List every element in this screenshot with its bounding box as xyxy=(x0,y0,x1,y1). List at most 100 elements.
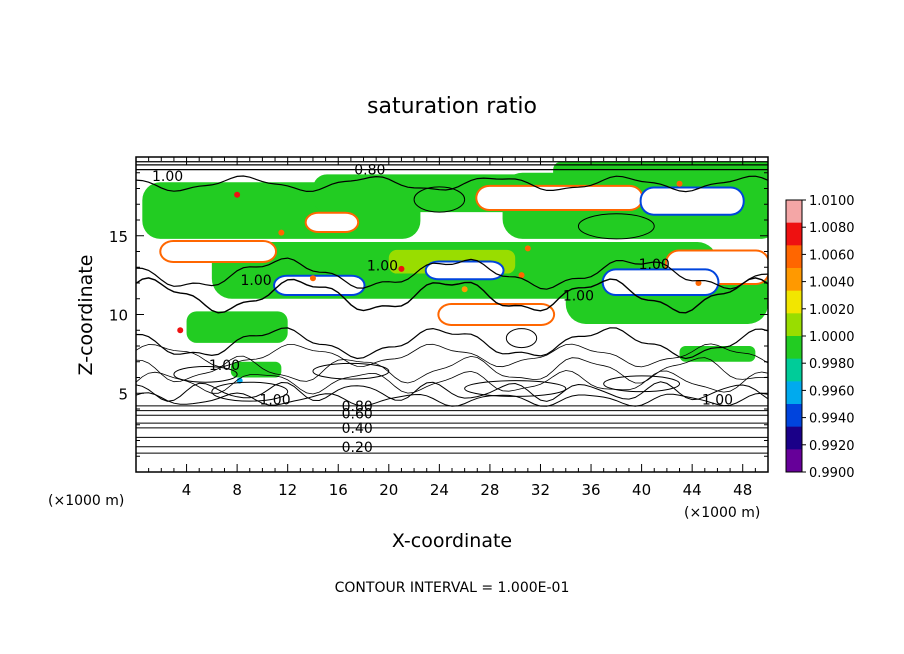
field-speck xyxy=(518,272,525,279)
x-tick-label: 16 xyxy=(329,481,348,499)
x-unit-label: (×1000 m) xyxy=(684,505,760,521)
colorbar-label: 0.9980 xyxy=(809,357,855,372)
contour-line xyxy=(136,327,768,360)
colorbar-label: 1.0000 xyxy=(809,330,855,345)
contour-loop xyxy=(211,381,289,402)
x-tick-label: 44 xyxy=(683,481,702,499)
saturation-fill xyxy=(142,161,768,384)
y-tick-label: 5 xyxy=(118,385,128,403)
contour-label: 1.00 xyxy=(367,259,398,275)
colorbar-swatch xyxy=(786,336,802,360)
colorbar-label: 1.0080 xyxy=(809,221,855,236)
x-tick-label: 4 xyxy=(182,481,192,499)
colorbar-swatch xyxy=(786,245,802,269)
field-speck xyxy=(309,275,316,282)
contour-line xyxy=(136,392,768,407)
x-tick-label: 36 xyxy=(581,481,600,499)
colorbar-label: 1.0040 xyxy=(809,276,855,291)
field-speck xyxy=(278,229,285,236)
field-hole xyxy=(306,213,358,232)
x-tick-label: 48 xyxy=(733,481,752,499)
colorbar-label: 0.9960 xyxy=(809,384,855,399)
x-axis-label: X-coordinate xyxy=(392,530,512,552)
contour-line xyxy=(136,381,768,402)
colorbar-label: 0.9940 xyxy=(809,412,855,427)
contour-line xyxy=(136,277,768,314)
colorbar-swatch xyxy=(786,313,802,337)
contour-label: 1.00 xyxy=(259,393,290,409)
contour-label: 0.80 xyxy=(354,163,385,179)
x-tick-label: 40 xyxy=(632,481,651,499)
y-tick-label: 10 xyxy=(109,307,128,325)
contour-loop xyxy=(312,362,390,380)
field-hole xyxy=(439,305,554,324)
contour-label: 1.00 xyxy=(702,393,733,409)
field-region xyxy=(553,161,768,181)
colorbar-swatch xyxy=(786,404,802,428)
contour-loop xyxy=(173,365,238,383)
field-hole xyxy=(603,270,718,295)
colorbar-label: 1.0100 xyxy=(809,194,855,209)
contour-loop xyxy=(603,375,681,393)
contour-label: 1.00 xyxy=(152,169,183,185)
x-tick-label: 12 xyxy=(278,481,297,499)
colorbar-swatch xyxy=(786,268,802,292)
colorbar-swatch xyxy=(786,222,802,246)
colorbar-label: 0.9920 xyxy=(809,439,855,454)
x-axis: 4 8 12 16 20 24 28 32 36 40 44 48 xyxy=(148,157,756,499)
colorbar-swatch xyxy=(786,426,802,450)
colorbar-swatch xyxy=(786,449,802,473)
contour-label: 1.00 xyxy=(639,257,670,273)
contour-line xyxy=(136,257,768,290)
colorbar-swatch xyxy=(786,358,802,382)
field-speck xyxy=(398,265,405,272)
colorbar: 1.0100 1.0080 1.0060 1.0040 1.0020 1.0000 0.99… xyxy=(785,194,855,481)
contour-loop xyxy=(413,186,466,213)
contour-line xyxy=(136,370,768,395)
field-hole xyxy=(477,186,642,209)
contour-labels: 0.80 1.00 1.00 1.00 1.00 1.00 1.00 1.00 1.00 0.80… xyxy=(152,163,733,456)
colorbar-label: 0.9900 xyxy=(809,466,855,481)
field-hole xyxy=(641,188,743,214)
contour-loop xyxy=(505,328,538,349)
contour-loop xyxy=(577,213,655,240)
colorbar-swatch xyxy=(786,381,802,405)
field-region xyxy=(679,346,756,362)
x-tick-label: 20 xyxy=(379,481,398,499)
field-speck xyxy=(524,245,531,252)
contour-label: 1.00 xyxy=(240,273,271,289)
contour-loop xyxy=(464,380,567,397)
colorbar-label: 1.0060 xyxy=(809,248,855,263)
x-tick-label: 28 xyxy=(480,481,499,499)
chart-title: saturation ratio xyxy=(367,94,537,119)
contour-label: 0.40 xyxy=(342,421,373,437)
x-tick-label: 8 xyxy=(232,481,242,499)
field-region xyxy=(186,311,288,343)
field-region xyxy=(230,361,282,378)
colorbar-swatch xyxy=(786,290,802,314)
contour-label: 1.00 xyxy=(209,358,240,374)
contour-line xyxy=(136,343,768,368)
field-hole xyxy=(426,262,503,279)
contour-interval-note: CONTOUR INTERVAL = 1.000E-01 xyxy=(335,580,570,596)
contour-label: 0.60 xyxy=(342,407,373,423)
field-speck xyxy=(695,280,702,286)
y-axis-label: Z-coordinate xyxy=(75,255,97,376)
field-speck xyxy=(177,327,184,334)
colorbar-swatch xyxy=(786,200,802,224)
contour-label: 0.80 xyxy=(342,399,373,415)
plot-field xyxy=(136,161,768,454)
y-axis: 5 10 15 xyxy=(109,172,768,457)
contour-label: 1.00 xyxy=(563,289,594,305)
colorbar-label: 1.0020 xyxy=(809,303,855,318)
field-hole xyxy=(161,242,276,261)
x-tick-label: 24 xyxy=(430,481,449,499)
y-tick-label: 15 xyxy=(109,228,128,246)
field-speck xyxy=(676,180,683,187)
contour-lines xyxy=(136,161,768,454)
x-tick-label: 32 xyxy=(531,481,550,499)
field-speck xyxy=(461,286,468,293)
field-speck xyxy=(234,191,241,198)
y-unit-label: (×1000 m) xyxy=(48,493,124,509)
